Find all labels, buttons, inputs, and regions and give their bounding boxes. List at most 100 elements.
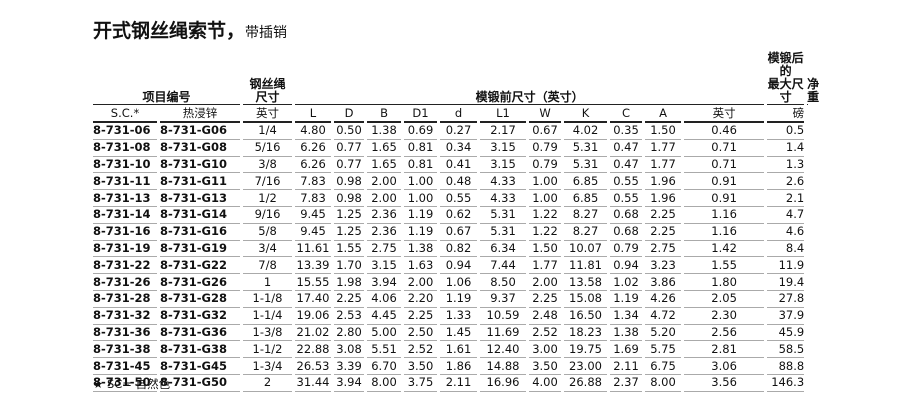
table-cell: 3.23 (645, 257, 682, 275)
table-cell: 3/4 (243, 241, 293, 258)
table-cell: 7.83 (295, 173, 332, 191)
table-cell: 3.86 (645, 274, 682, 291)
table-cell: 2.00 (367, 190, 402, 207)
table-cell: 5.31 (564, 140, 608, 157)
table-cell: 2.25 (404, 308, 438, 325)
table-cell: 3.06 (684, 358, 765, 375)
table-row: 8-731-36 8-731-G36 1-3/8 21.02 2.80 5.00 2.50 1… (93, 325, 808, 342)
table-cell: 8-731-50 (93, 375, 157, 392)
table-cell: 2.37 (610, 375, 643, 392)
table-cell: 0.79 (529, 157, 562, 174)
table-cell: 0.91 (684, 173, 765, 191)
table-cell: 23.00 (564, 358, 608, 375)
table-cell: 10.59 (480, 308, 527, 325)
table-cell: 8-731-G11 (160, 173, 241, 191)
table-cell: 9.45 (295, 224, 332, 241)
title-block: 开式钢丝绳索节，带插销 (93, 16, 287, 43)
spec-table: 项目编号 钢丝绳 尺寸 模锻前尺寸（英寸） 模锻后的 最大尺寸 净重 S.C.* 热浸锌 英寸… (90, 52, 819, 392)
table-cell: 22.88 (295, 341, 332, 359)
table-cell: 3.56 (684, 375, 765, 392)
table-cell: 4.00 (529, 375, 562, 392)
table-cell: 1.70 (334, 257, 365, 275)
table-cell: 1 (243, 274, 293, 291)
table-cell: 3.15 (367, 257, 402, 275)
table-cell: 13.39 (295, 257, 332, 275)
table-cell: 1.02 (610, 274, 643, 291)
table-cell: 1.77 (529, 257, 562, 275)
table-cell: 1.16 (684, 224, 765, 241)
table-cell: 2.81 (684, 341, 765, 359)
table-cell: 4.06 (367, 291, 402, 308)
table-row: 8-731-19 8-731-G19 3/4 11.61 1.55 2.75 1.38 0.8… (93, 241, 808, 258)
table-cell: 2.00 (367, 173, 402, 191)
table-cell: 7.83 (295, 190, 332, 207)
table-cell: 8-731-G36 (160, 325, 241, 342)
table-cell: 88.8 (767, 358, 805, 375)
table-cell: 1.19 (610, 291, 643, 308)
table-cell: 2.52 (404, 341, 438, 359)
table-cell: 8-731-26 (93, 274, 157, 291)
table-cell: 0.47 (610, 140, 643, 157)
table-cell: 6.26 (295, 157, 332, 174)
table-cell: 2.36 (367, 224, 402, 241)
table-cell: 2.48 (529, 308, 562, 325)
column-header: D (334, 105, 365, 123)
subtitle: 带插销 (245, 25, 288, 41)
table-cell: 8-731-G06 (160, 123, 241, 140)
column-header: L (295, 105, 332, 123)
table-cell: 6.75 (645, 358, 682, 375)
table-cell: 1.00 (529, 190, 562, 207)
table-cell: 1.25 (334, 207, 365, 224)
column-header: d (440, 105, 478, 123)
table-cell: 0.41 (440, 157, 478, 174)
column-header: K (564, 105, 608, 123)
table-cell: 4.33 (480, 190, 527, 207)
column-header: 英寸 (243, 105, 293, 123)
table-cell: 0.46 (684, 123, 765, 140)
table-cell: 3.94 (334, 375, 365, 392)
table-cell: 3.00 (529, 341, 562, 359)
table-cell: 0.34 (440, 140, 478, 157)
table-cell: 11.61 (295, 241, 332, 258)
table-cell: 16.96 (480, 375, 527, 392)
table-cell: 1.25 (334, 224, 365, 241)
table-cell: 0.62 (440, 207, 478, 224)
table-cell: 8-731-G14 (160, 207, 241, 224)
table-cell: 1.33 (440, 308, 478, 325)
table-cell: 8-731-16 (93, 224, 157, 241)
table-cell: 1.19 (404, 224, 438, 241)
table-cell: 1.65 (367, 157, 402, 174)
table-row: 8-731-13 8-731-G13 1/2 7.83 0.98 2.00 1.00 0.55… (93, 190, 808, 207)
table-cell: 0.68 (610, 224, 643, 241)
table-cell: 2.11 (440, 375, 478, 392)
table-cell: 37.9 (767, 308, 805, 325)
table-cell: 8-731-G08 (160, 140, 241, 157)
table-cell: 0.98 (334, 173, 365, 191)
table-cell: 2.52 (529, 325, 562, 342)
table-cell: 1.42 (684, 241, 765, 258)
table-cell: 1.50 (645, 123, 682, 140)
table-cell: 8-731-G10 (160, 157, 241, 174)
table-cell: 8-731-G50 (160, 375, 241, 392)
group-header: 模锻前尺寸（英寸） (295, 52, 765, 105)
table-cell: 1.38 (367, 123, 402, 140)
table-cell: 0.35 (610, 123, 643, 140)
table-cell: 8-731-32 (93, 308, 157, 325)
table-cell: 15.08 (564, 291, 608, 308)
table-cell: 1.00 (404, 173, 438, 191)
table-cell: 8-731-G28 (160, 291, 241, 308)
group-header-row: 项目编号 钢丝绳 尺寸 模锻前尺寸（英寸） 模锻后的 最大尺寸 净重 (93, 52, 819, 105)
table-cell: 1/2 (243, 190, 293, 207)
table-cell: 0.55 (610, 173, 643, 191)
table-cell: 8-731-08 (93, 140, 157, 157)
table-cell: 2.20 (404, 291, 438, 308)
table-cell: 0.67 (529, 123, 562, 140)
table-cell: 1.50 (529, 241, 562, 258)
table-cell: 2.50 (404, 325, 438, 342)
table-cell: 1.19 (440, 291, 478, 308)
column-header: W (529, 105, 562, 123)
table-cell: 1.61 (440, 341, 478, 359)
table-cell: 1.3 (767, 157, 805, 174)
table-cell: 1-1/4 (243, 308, 293, 325)
table-cell: 2.56 (684, 325, 765, 342)
